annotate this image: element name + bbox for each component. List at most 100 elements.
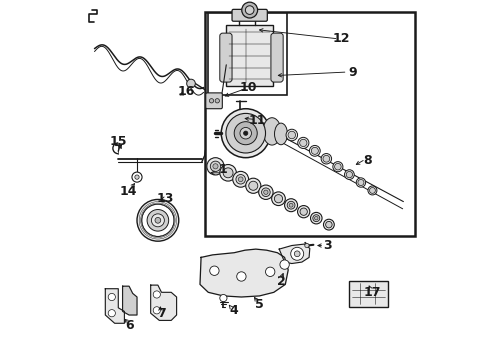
- Polygon shape: [122, 286, 137, 315]
- Circle shape: [311, 212, 322, 224]
- Circle shape: [335, 163, 341, 170]
- Circle shape: [346, 171, 353, 178]
- Circle shape: [305, 243, 309, 248]
- Text: 5: 5: [255, 298, 264, 311]
- FancyBboxPatch shape: [220, 33, 232, 82]
- Text: 4: 4: [229, 304, 238, 317]
- Circle shape: [215, 99, 220, 103]
- Circle shape: [323, 156, 330, 162]
- Circle shape: [315, 216, 318, 220]
- Circle shape: [153, 307, 160, 314]
- Circle shape: [321, 153, 332, 164]
- Text: 2: 2: [277, 275, 285, 288]
- Circle shape: [244, 131, 248, 135]
- Circle shape: [155, 217, 161, 223]
- Circle shape: [280, 260, 289, 269]
- FancyBboxPatch shape: [271, 33, 283, 82]
- Bar: [208, 13, 288, 95]
- Circle shape: [356, 178, 366, 187]
- Bar: [349, 281, 388, 307]
- Circle shape: [207, 158, 224, 175]
- Bar: [226, 25, 273, 86]
- Circle shape: [209, 99, 214, 103]
- Text: 7: 7: [157, 307, 166, 320]
- Circle shape: [287, 201, 295, 209]
- Circle shape: [213, 164, 218, 169]
- Circle shape: [289, 203, 293, 207]
- Circle shape: [240, 127, 251, 139]
- Text: 12: 12: [333, 32, 350, 45]
- Circle shape: [294, 251, 300, 257]
- Circle shape: [259, 185, 273, 199]
- Circle shape: [310, 145, 320, 156]
- Circle shape: [285, 199, 297, 212]
- Polygon shape: [279, 244, 310, 264]
- Text: 17: 17: [364, 286, 382, 299]
- Text: 16: 16: [178, 85, 196, 98]
- FancyBboxPatch shape: [232, 9, 268, 21]
- Circle shape: [223, 168, 233, 178]
- Circle shape: [368, 186, 377, 195]
- Circle shape: [142, 204, 174, 237]
- Circle shape: [297, 206, 310, 218]
- Text: 10: 10: [239, 81, 257, 94]
- Ellipse shape: [263, 118, 281, 145]
- Circle shape: [311, 147, 318, 154]
- Circle shape: [237, 272, 246, 281]
- Ellipse shape: [274, 123, 288, 145]
- Circle shape: [234, 122, 257, 145]
- Circle shape: [220, 294, 227, 302]
- Circle shape: [238, 177, 243, 182]
- Polygon shape: [105, 289, 124, 323]
- Circle shape: [298, 137, 309, 149]
- Circle shape: [210, 161, 221, 171]
- Circle shape: [137, 199, 179, 241]
- Circle shape: [291, 247, 304, 260]
- Circle shape: [326, 221, 332, 228]
- Circle shape: [249, 181, 258, 190]
- Text: 15: 15: [110, 135, 127, 148]
- Circle shape: [153, 291, 160, 298]
- Circle shape: [245, 6, 254, 14]
- Text: 11: 11: [249, 114, 267, 127]
- Circle shape: [300, 208, 307, 215]
- Circle shape: [271, 192, 285, 206]
- FancyBboxPatch shape: [206, 93, 222, 109]
- Circle shape: [262, 188, 270, 197]
- Circle shape: [226, 113, 266, 153]
- Circle shape: [313, 215, 320, 222]
- Text: 9: 9: [348, 66, 357, 79]
- Circle shape: [108, 293, 116, 301]
- Circle shape: [274, 195, 283, 203]
- Circle shape: [333, 162, 343, 172]
- Circle shape: [369, 188, 375, 193]
- Text: 1: 1: [219, 163, 227, 176]
- Circle shape: [187, 79, 196, 88]
- Circle shape: [147, 210, 169, 231]
- Bar: [205, 12, 415, 236]
- Circle shape: [108, 310, 116, 317]
- Circle shape: [323, 219, 334, 230]
- Circle shape: [358, 180, 364, 185]
- Text: 3: 3: [323, 239, 331, 252]
- Circle shape: [236, 175, 245, 184]
- Circle shape: [286, 129, 297, 141]
- Circle shape: [300, 139, 307, 147]
- Polygon shape: [200, 249, 288, 297]
- Circle shape: [220, 165, 236, 181]
- Circle shape: [266, 267, 275, 276]
- Circle shape: [242, 2, 258, 18]
- Circle shape: [210, 266, 219, 275]
- Circle shape: [233, 171, 248, 187]
- Circle shape: [264, 190, 268, 194]
- Text: 13: 13: [156, 192, 174, 205]
- Circle shape: [221, 109, 270, 158]
- Circle shape: [288, 131, 295, 139]
- Circle shape: [132, 172, 142, 182]
- Circle shape: [135, 175, 139, 179]
- Text: 14: 14: [119, 185, 137, 198]
- Circle shape: [245, 178, 261, 193]
- Circle shape: [151, 214, 164, 227]
- Polygon shape: [151, 285, 176, 320]
- Text: 8: 8: [363, 154, 372, 167]
